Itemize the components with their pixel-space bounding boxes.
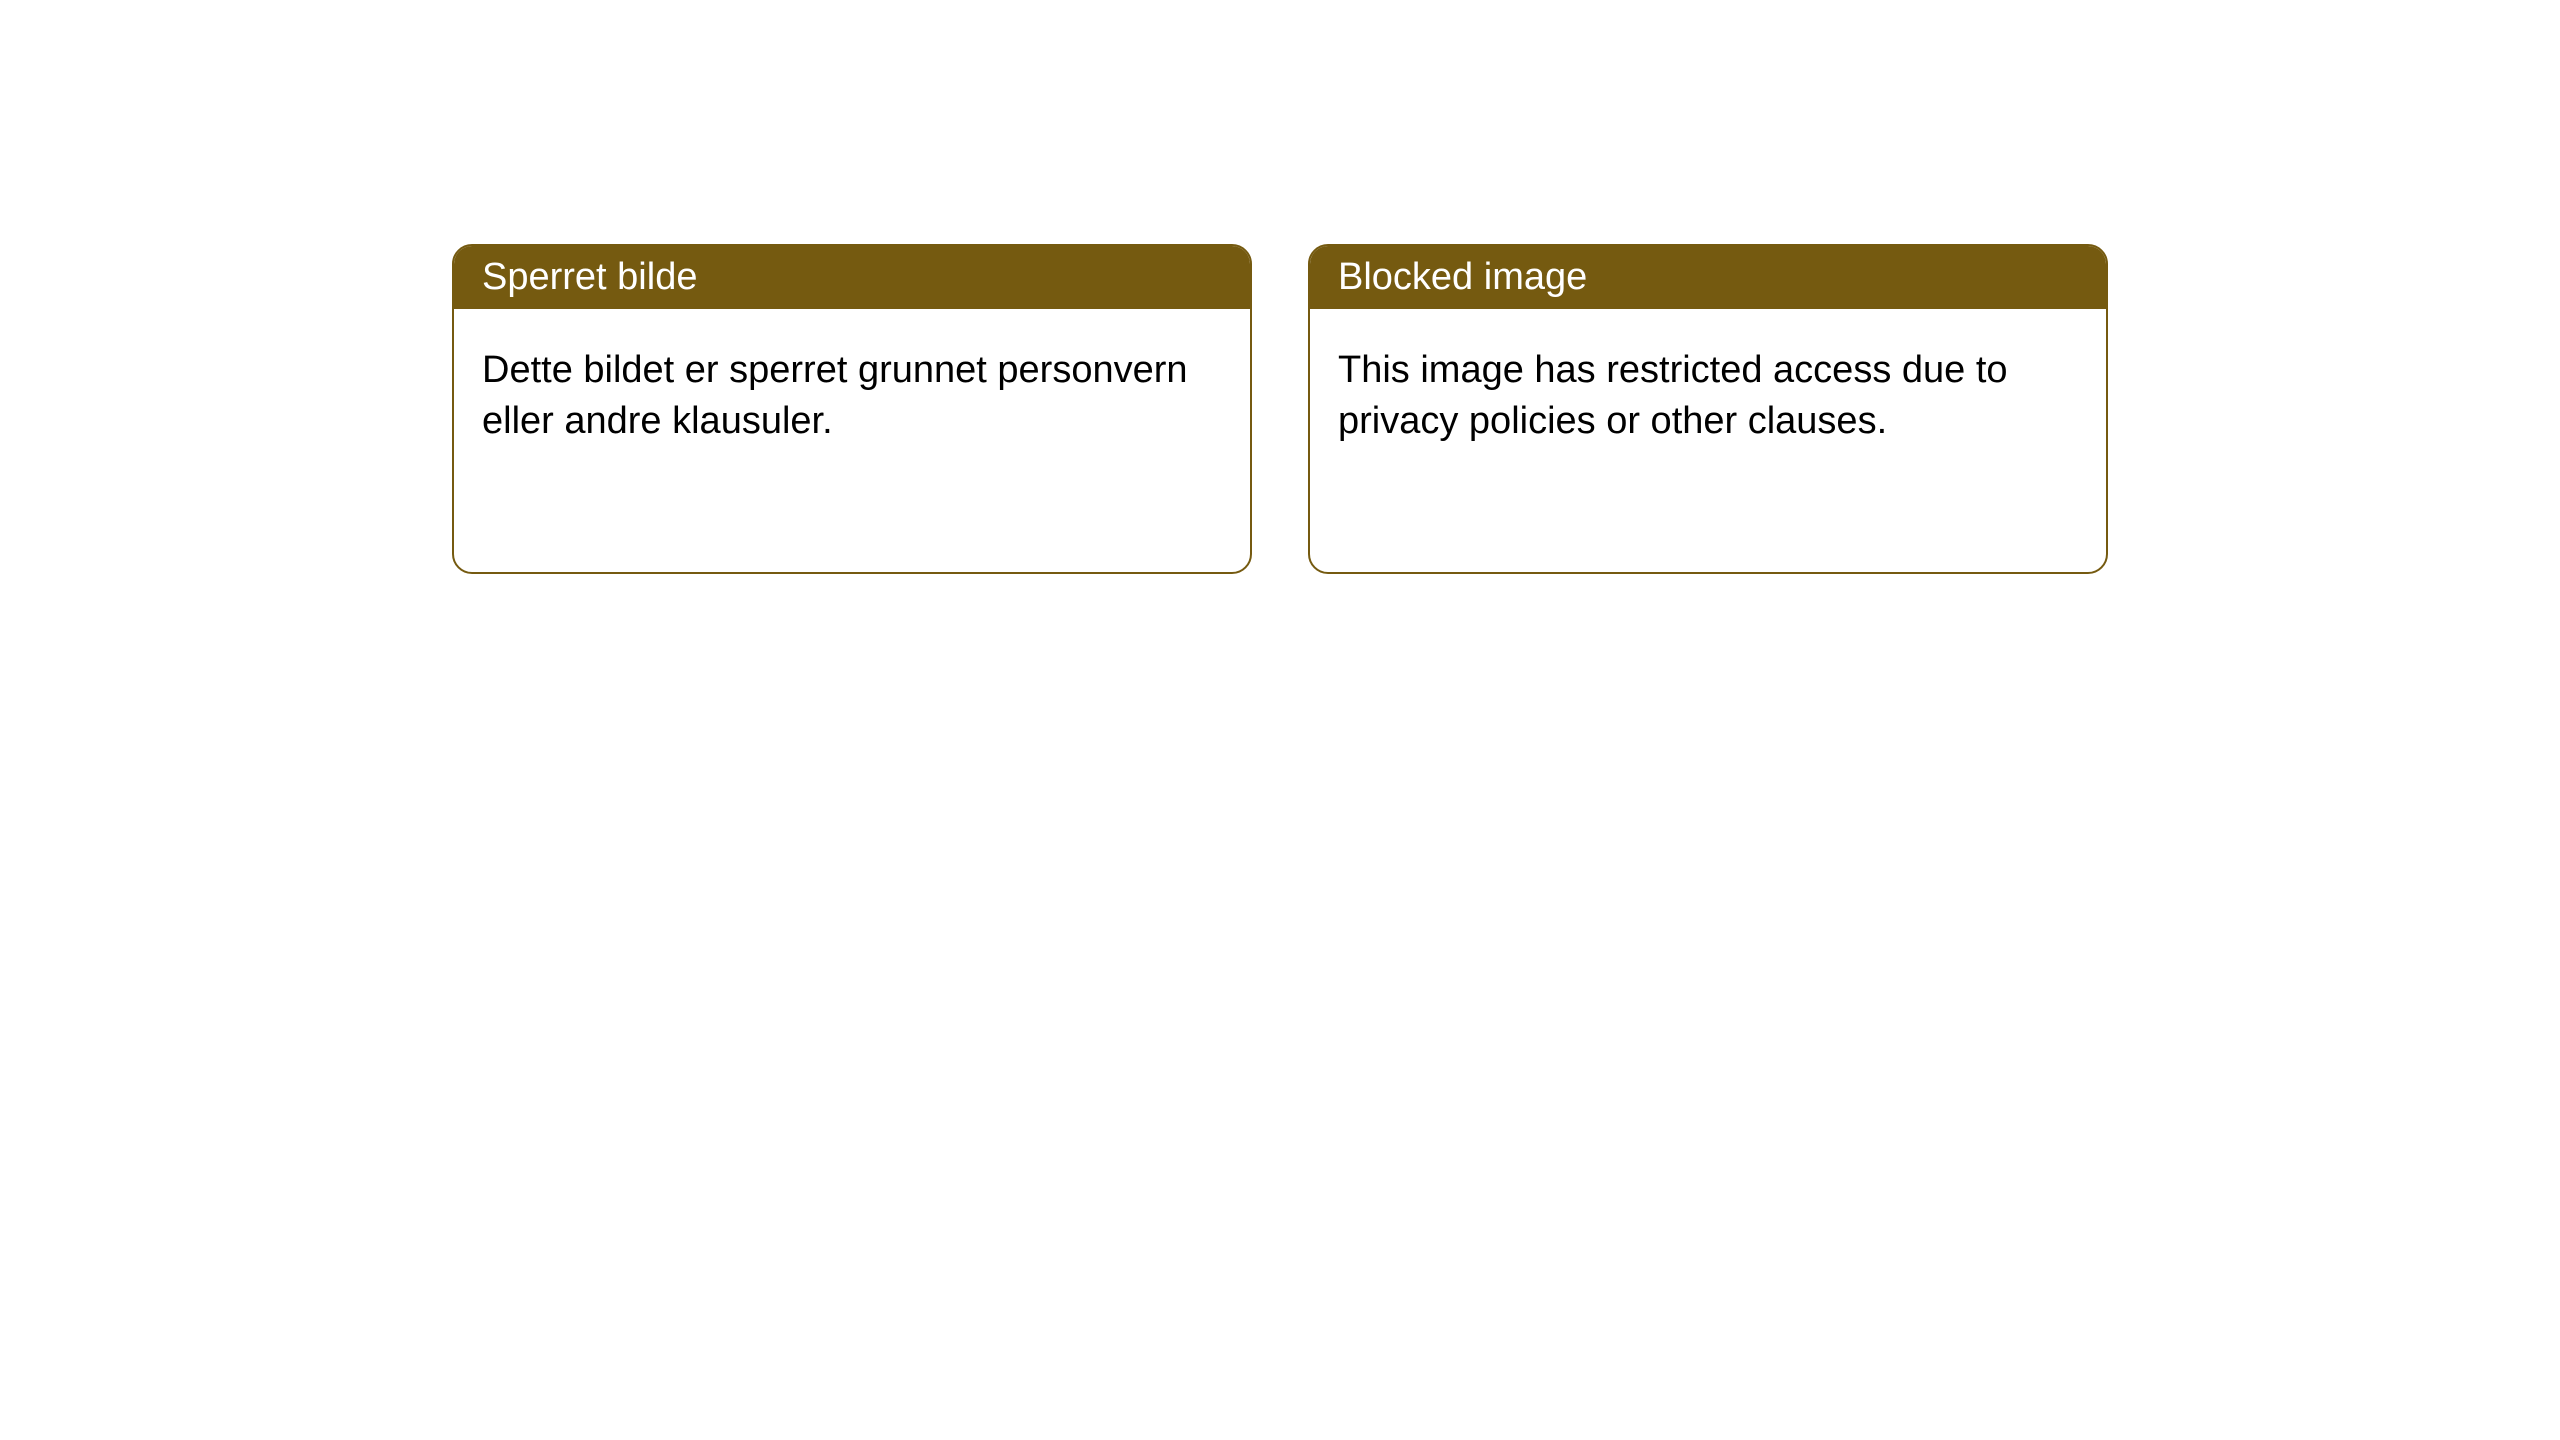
card-header-no: Sperret bilde [454, 246, 1250, 309]
blocked-image-card-no: Sperret bilde Dette bildet er sperret gr… [452, 244, 1252, 574]
card-message-no: Dette bildet er sperret grunnet personve… [482, 349, 1188, 442]
card-body-en: This image has restricted access due to … [1310, 309, 2106, 484]
card-message-en: This image has restricted access due to … [1338, 349, 2008, 442]
card-header-en: Blocked image [1310, 246, 2106, 309]
card-title-no: Sperret bilde [482, 256, 697, 298]
card-body-no: Dette bildet er sperret grunnet personve… [454, 309, 1250, 484]
blocked-image-card-en: Blocked image This image has restricted … [1308, 244, 2108, 574]
card-title-en: Blocked image [1338, 256, 1587, 298]
notice-container: Sperret bilde Dette bildet er sperret gr… [0, 0, 2560, 574]
